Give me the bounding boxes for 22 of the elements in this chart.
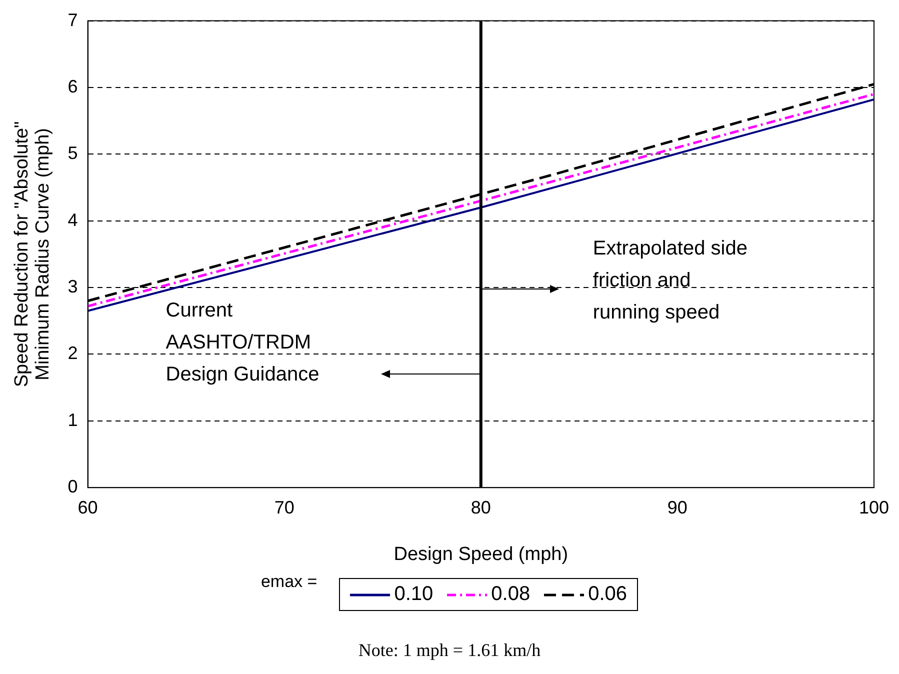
annotation: Extrapolated side friction and running speed [592,237,748,324]
x-tick-label: 90 [667,497,688,518]
y-tick-label: 5 [68,143,78,164]
x-tick-label: 100 [858,497,890,518]
annotation: Current AASHTO/TRDM Design Guidance [166,299,320,386]
x-tick-label: 60 [78,497,98,518]
legend-title: emax = [260,572,318,592]
text: Note: 1 mph = 1.61 km/h [357,640,542,661]
x-tick-label: 80 [470,497,491,518]
y-axis-title: Speed Reduction for "Absolute" Minimum Radius Curve (mph) [12,121,54,388]
x-axis-title: Design Speed (mph) [394,544,568,565]
x-tick-label: 70 [274,497,294,518]
y-tick-label: 3 [68,276,78,297]
legend-label: 0.08 [491,583,530,606]
y-tick-label: 4 [68,210,78,230]
y-tick-label: 2 [68,343,78,364]
y-tick-label: 7 [68,10,78,30]
y-tick-label: 6 [68,76,78,96]
legend-label: 0.06 [588,583,628,606]
legend-label: 0.10 [394,583,434,606]
y-tick-label: 1 [68,410,78,430]
y-tick-label: 0 [68,476,78,497]
